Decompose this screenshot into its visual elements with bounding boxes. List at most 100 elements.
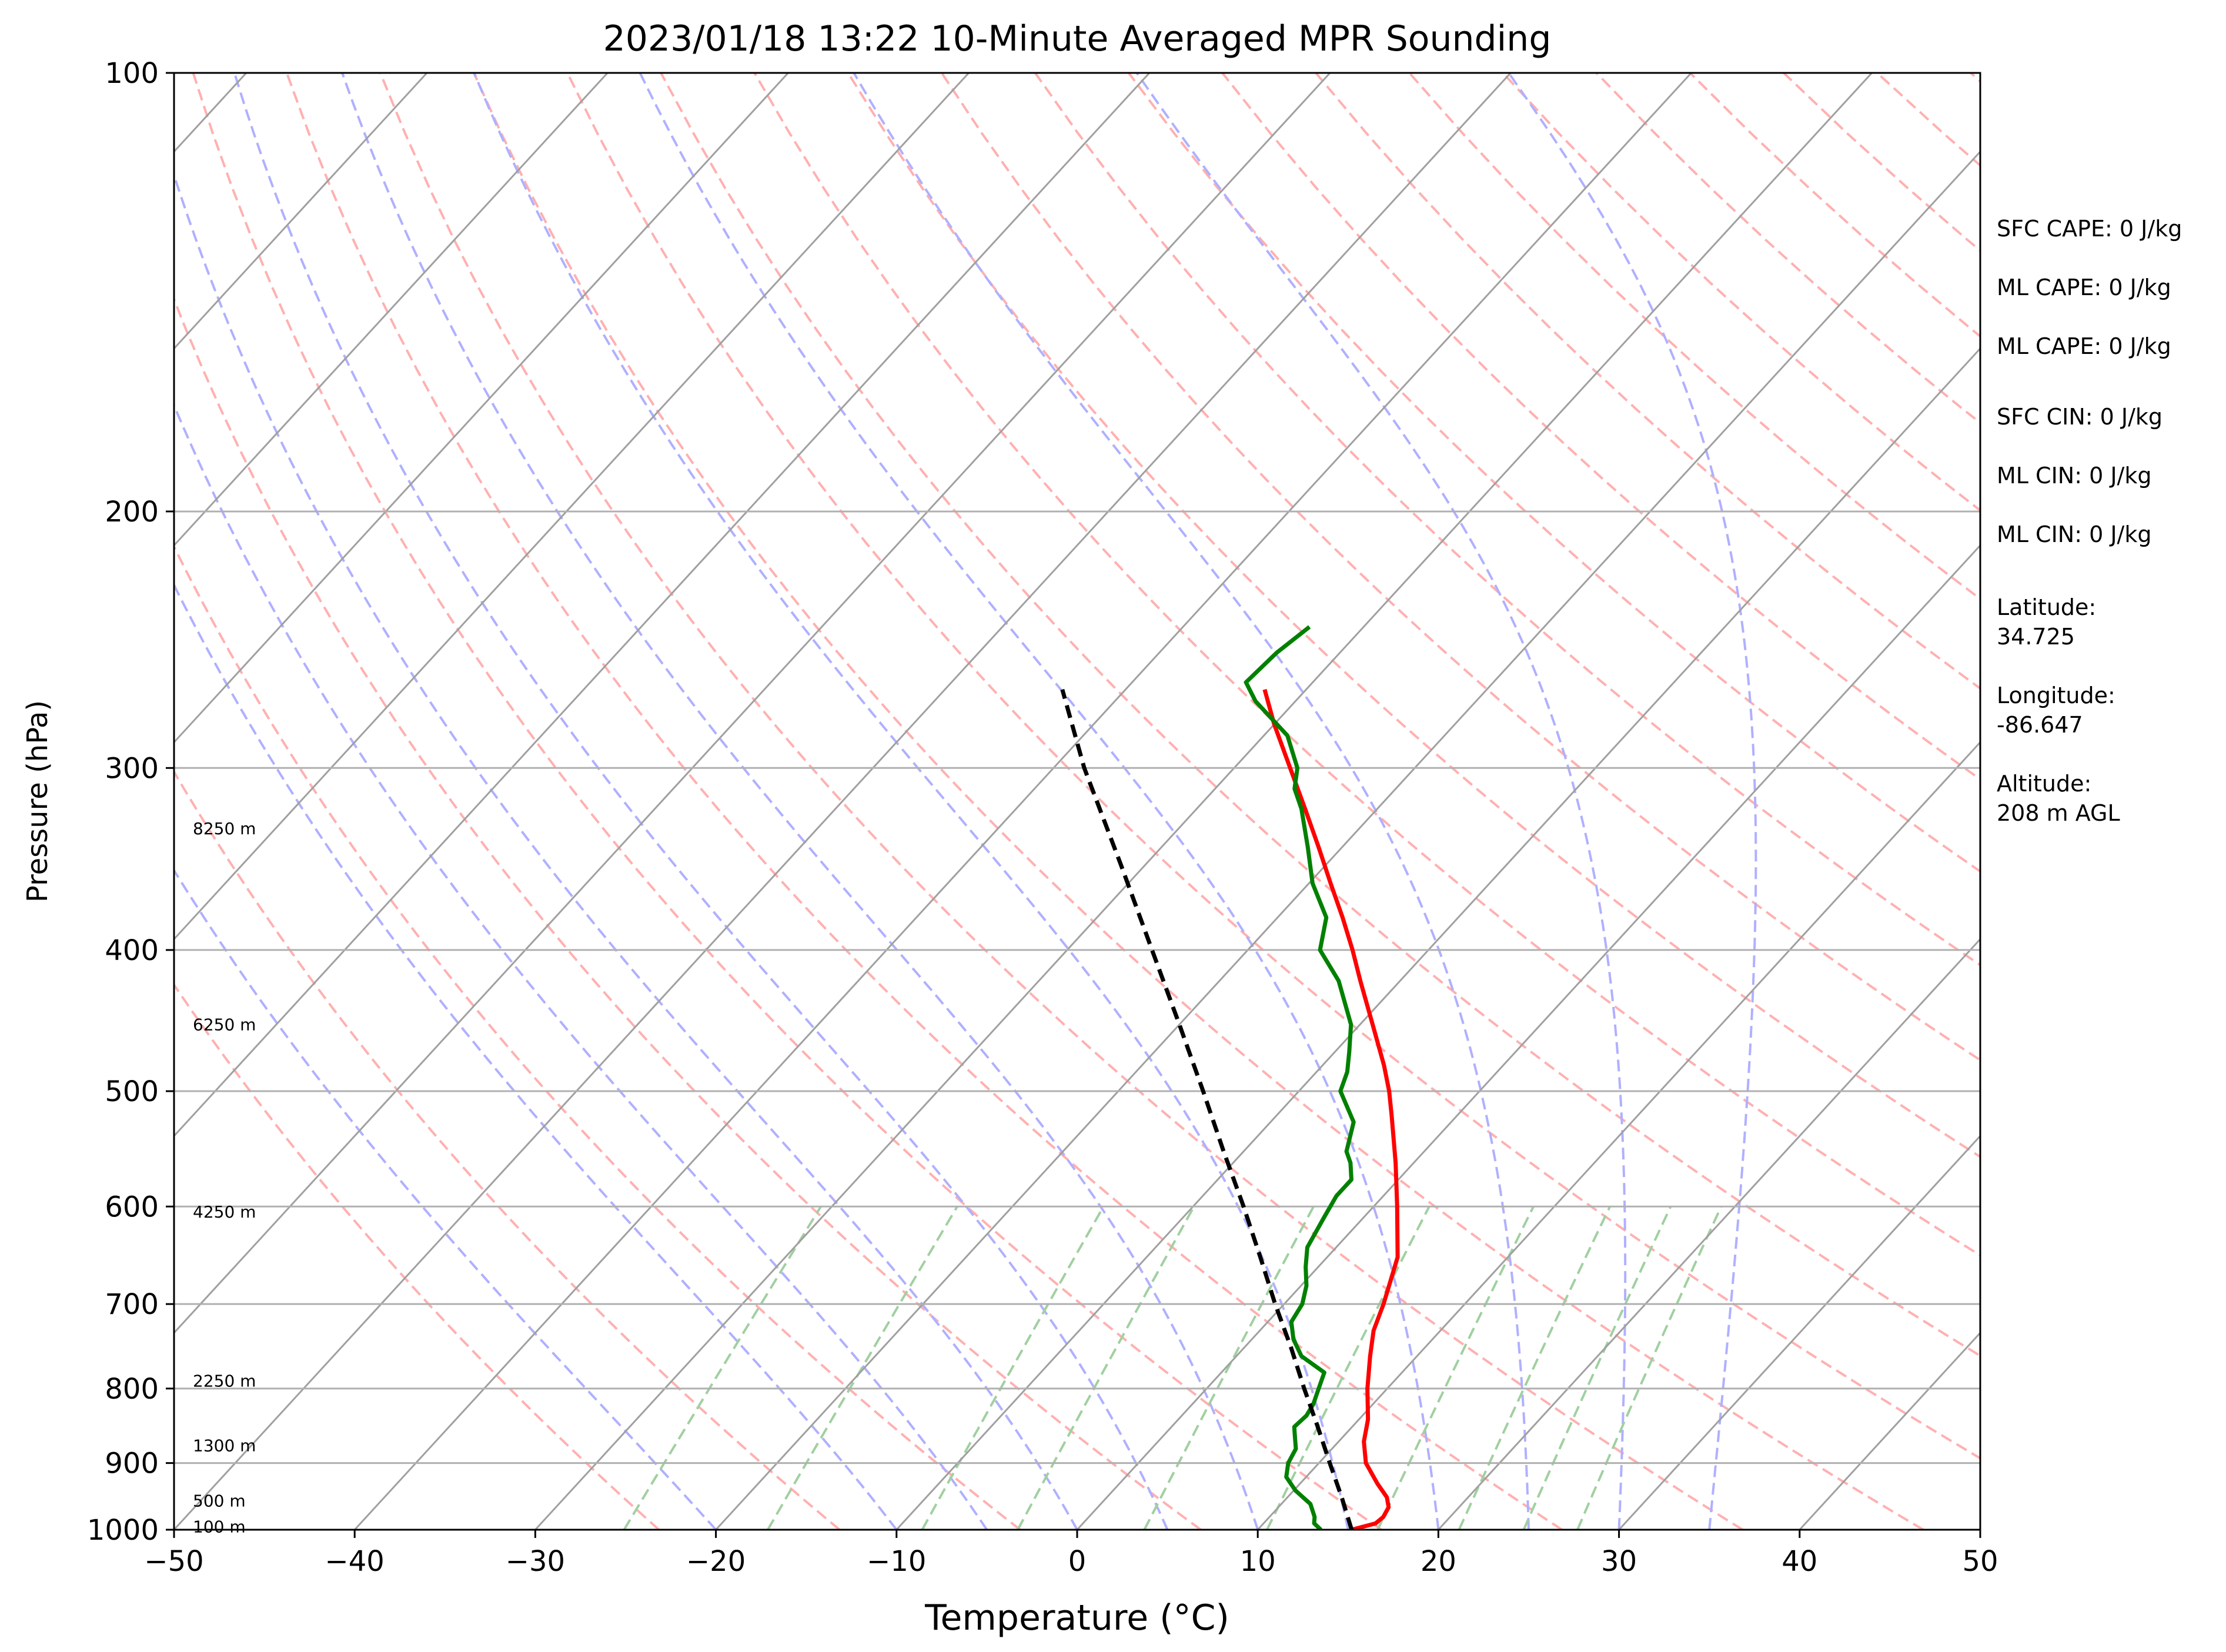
dry-adiabat (473, 73, 1924, 1530)
dry-adiabat (379, 73, 1744, 1530)
series-layer (1060, 625, 1400, 1530)
isotherm (174, 73, 1151, 1138)
x-axis-label: Temperature (°C) (924, 1597, 1229, 1638)
y-tick-label: 800 (105, 1373, 159, 1406)
isotherm (174, 73, 789, 744)
x-tick-label: −30 (506, 1545, 565, 1578)
info-line: ML CAPE: 0 J/kg (1997, 333, 2171, 359)
isobars (174, 73, 1980, 1530)
x-tick-label: 0 (1068, 1545, 1087, 1578)
temperature-profile (1262, 688, 1400, 1530)
height-labels: 8250 m 6250 m 4250 m 2250 m 1300 m 500 m 100 m (193, 819, 256, 1537)
mixing-ratio-line (1458, 1206, 1612, 1530)
dry-adiabat (940, 73, 1980, 1062)
y-tick-label: 700 (105, 1288, 159, 1321)
dry-adiabat (566, 73, 1980, 1460)
dry-adiabat (174, 296, 1202, 1530)
info-line: Altitude: (1997, 771, 2091, 797)
moist-adiabat (639, 73, 1440, 1530)
isotherm (1438, 938, 1980, 1530)
y-tick-label: 300 (105, 752, 159, 785)
info-line: ML CIN: 0 J/kg (1997, 521, 2151, 547)
y-tick-label: 600 (105, 1190, 159, 1223)
x-tick-label: −40 (325, 1545, 385, 1578)
moist-adiabat (341, 73, 1259, 1530)
dry-adiabat (660, 73, 1980, 1357)
background-lines (174, 73, 1980, 1530)
mixing-ratio-line (623, 1206, 822, 1530)
info-line: 208 m AGL (1997, 800, 2120, 826)
height-label: 4250 m (193, 1202, 256, 1222)
plot-frame (173, 72, 1981, 1531)
x-tick-label: −50 (144, 1545, 203, 1578)
moist-adiabat (233, 73, 1169, 1530)
height-label: 8250 m (193, 819, 256, 838)
x-tick-label: −20 (686, 1545, 746, 1578)
moist-adiabat (1135, 73, 1627, 1530)
info-line: ML CAPE: 0 J/kg (1997, 275, 2171, 300)
mixing-ratio-line (921, 1206, 1105, 1530)
parcel-profile (1060, 688, 1354, 1530)
mixing-ratio-line (767, 1206, 958, 1530)
x-tick-label: 10 (1240, 1545, 1276, 1578)
height-label: 100 m (193, 1517, 246, 1537)
dry-adiabat (847, 73, 1980, 1159)
info-line: SFC CIN: 0 J/kg (1997, 404, 2163, 430)
isotherm (715, 150, 1980, 1530)
dewpoint-profile (1244, 625, 1356, 1530)
x-tick-label: −10 (867, 1545, 926, 1578)
dry-adiabat (753, 73, 1980, 1257)
chart-title: 2023/01/18 13:22 10-Minute Averaged MPR … (603, 18, 1552, 59)
isotherm (1257, 741, 1980, 1530)
moist-adiabat (1508, 73, 1757, 1530)
x-tick-label: 20 (1421, 1545, 1456, 1578)
info-line: -86.647 (1997, 712, 2083, 738)
info-line: 34.725 (1997, 624, 2075, 650)
dry-adiabat (1221, 73, 1980, 781)
y-tick-label: 400 (105, 934, 159, 967)
height-label: 1300 m (193, 1436, 256, 1455)
isotherm (174, 73, 970, 941)
isotherm (895, 347, 1980, 1530)
y-tick-label: 900 (105, 1447, 159, 1480)
moist-adiabat (174, 171, 1078, 1530)
y-tick-label: 1000 (87, 1514, 159, 1547)
y-tick-label: 100 (105, 57, 159, 90)
x-tick-label: 40 (1782, 1545, 1817, 1578)
moist-adiabat (853, 73, 1530, 1530)
y-axis-label: Pressure (hPa) (21, 700, 54, 902)
isotherm (1076, 544, 1980, 1530)
height-label: 6250 m (193, 1015, 256, 1035)
isotherm (174, 73, 428, 350)
dry-adiabat (174, 544, 1021, 1530)
height-label: 2250 m (193, 1371, 256, 1390)
moist-adiabat (174, 582, 898, 1530)
x-tick-label: 50 (1962, 1545, 1998, 1578)
y-tick-label: 200 (105, 496, 159, 529)
isotherm (174, 73, 609, 547)
height-label: 500 m (193, 1491, 246, 1510)
x-axis: −50 −40 −30 −20 −10 0 10 20 30 40 50 (144, 1530, 1998, 1578)
dry-adiabat (192, 73, 1382, 1530)
info-line: SFC CAPE: 0 J/kg (1997, 216, 2182, 242)
mixing-ratio-line (1376, 1206, 1535, 1530)
moist-adiabat (473, 73, 1349, 1530)
dry-adiabat (1315, 73, 1980, 690)
info-line: Longitude: (1997, 683, 2115, 708)
mixing-ratio-line (1576, 1206, 1723, 1530)
dry-adiabat (285, 73, 1563, 1530)
info-line: ML CIN: 0 J/kg (1997, 463, 2151, 489)
y-axis: 100 200 300 400 500 600 700 800 900 1000 (87, 57, 174, 1547)
moist-adiabat (174, 402, 988, 1530)
mixing-ratio-line (1266, 1206, 1430, 1530)
info-line: Latitude: (1997, 594, 2096, 620)
isotherm (354, 73, 1692, 1530)
isotherm (174, 73, 1331, 1335)
dry-adiabat (174, 982, 660, 1530)
y-tick-label: 500 (105, 1075, 159, 1108)
isotherm (174, 73, 1512, 1530)
isotherm (534, 73, 1873, 1530)
x-tick-label: 30 (1601, 1545, 1637, 1578)
info-panel: SFC CAPE: 0 J/kg ML CAPE: 0 J/kg ML CAPE: … (1997, 216, 2182, 826)
